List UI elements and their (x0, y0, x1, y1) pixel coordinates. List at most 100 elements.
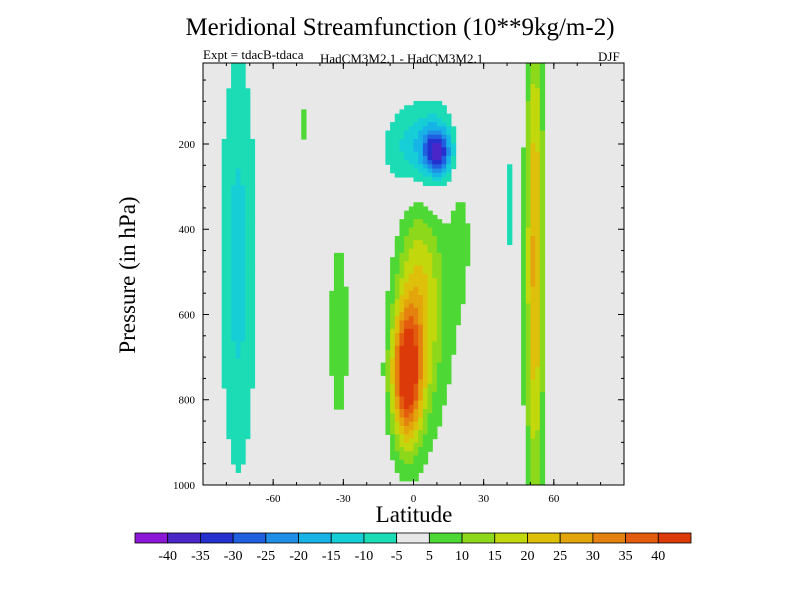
contour-cell (404, 476, 410, 482)
contour-cell (390, 295, 396, 300)
contour-cell (235, 434, 242, 440)
contour-cell (436, 109, 443, 115)
contour-cell (418, 117, 424, 123)
contour-cell (539, 236, 546, 241)
contour-cell (333, 354, 340, 359)
contour-cell (539, 117, 546, 123)
contour-cell (436, 349, 443, 355)
contour-cell (413, 105, 419, 111)
contour-cell (399, 451, 405, 457)
contour-cell (418, 324, 424, 330)
contour-cell (240, 181, 246, 186)
contour-cell (455, 307, 461, 313)
contour-cell (446, 164, 452, 170)
contour-cell (385, 138, 391, 144)
contour-cell (521, 265, 527, 271)
contour-cell (422, 286, 429, 292)
contour-cell (427, 354, 433, 359)
contour-cell (245, 290, 251, 296)
contour-cell (235, 282, 242, 288)
contour-cell (441, 168, 447, 174)
contour-cell (231, 358, 237, 364)
contour-cell (446, 155, 452, 161)
contour-cell (525, 383, 532, 389)
contour-cell (221, 286, 227, 292)
contour-cell (422, 122, 429, 127)
contour-cell (245, 206, 251, 212)
contour-cell (530, 295, 536, 300)
contour-cell (231, 219, 237, 224)
contour-fields (221, 63, 546, 485)
contour-cell (460, 202, 466, 208)
contour-cell (455, 248, 461, 254)
contour-cell (521, 324, 527, 330)
contour-cell (408, 383, 415, 389)
contour-cell (422, 455, 429, 461)
contour-cell (525, 155, 532, 161)
contour-cell (329, 320, 335, 326)
contour-cell (521, 185, 527, 191)
contour-cell (408, 134, 415, 140)
contour-cell (521, 257, 527, 262)
contour-cell (221, 274, 227, 279)
contour-cell (235, 269, 242, 275)
contour-cell (338, 328, 344, 334)
contour-cell (418, 219, 424, 224)
contour-cell (530, 438, 536, 444)
contour-cell (446, 252, 452, 258)
contour-cell (525, 67, 532, 73)
contour-cell (432, 341, 438, 347)
contour-cell (539, 299, 546, 305)
contour-cell (418, 379, 424, 385)
contour-cell (521, 236, 527, 241)
contour-cell (427, 286, 433, 292)
contour-cell (446, 366, 452, 372)
contour-cell (455, 261, 461, 267)
contour-cell (301, 109, 307, 115)
contour-cell (539, 71, 546, 77)
contour-cell (460, 227, 466, 233)
contour-cell (399, 265, 405, 271)
contour-cell (535, 236, 541, 241)
contour-cell (432, 286, 438, 292)
contour-cell (539, 189, 546, 195)
contour-cell (240, 172, 246, 178)
contour-cell (535, 362, 541, 368)
contour-cell (235, 198, 242, 203)
contour-cell (394, 261, 401, 267)
colorbar-label: 20 (520, 549, 534, 564)
contour-cell (525, 172, 532, 178)
contour-cell (329, 337, 335, 343)
contour-cell (245, 122, 251, 127)
contour-cell (418, 290, 424, 296)
contour-cell (413, 303, 419, 309)
contour-cell (343, 311, 349, 317)
contour-cell (413, 109, 419, 115)
contour-cell (240, 206, 246, 212)
contour-cell (413, 463, 419, 469)
contour-cell (404, 455, 410, 461)
contour-cell (385, 375, 391, 381)
contour-cell (418, 138, 424, 144)
contour-cell (394, 337, 401, 343)
contour-cell (390, 290, 396, 296)
contour-cell (380, 371, 387, 376)
contour-cell (441, 396, 447, 402)
contour-cell (530, 96, 536, 102)
contour-cell (441, 151, 447, 157)
contour-cell (521, 341, 527, 347)
contour-cell (418, 371, 424, 376)
contour-cell (535, 134, 541, 140)
contour-cell (249, 349, 256, 355)
contour-cell (446, 240, 452, 246)
contour-cell (525, 480, 532, 485)
contour-cell (539, 244, 546, 250)
contour-cell (455, 316, 461, 322)
contour-cell (343, 362, 349, 368)
contour-cell (455, 257, 461, 262)
contour-cell (441, 295, 447, 300)
contour-cell (530, 274, 536, 279)
contour-cell (521, 299, 527, 305)
contour-cell (432, 278, 438, 284)
contour-cell (427, 269, 433, 275)
